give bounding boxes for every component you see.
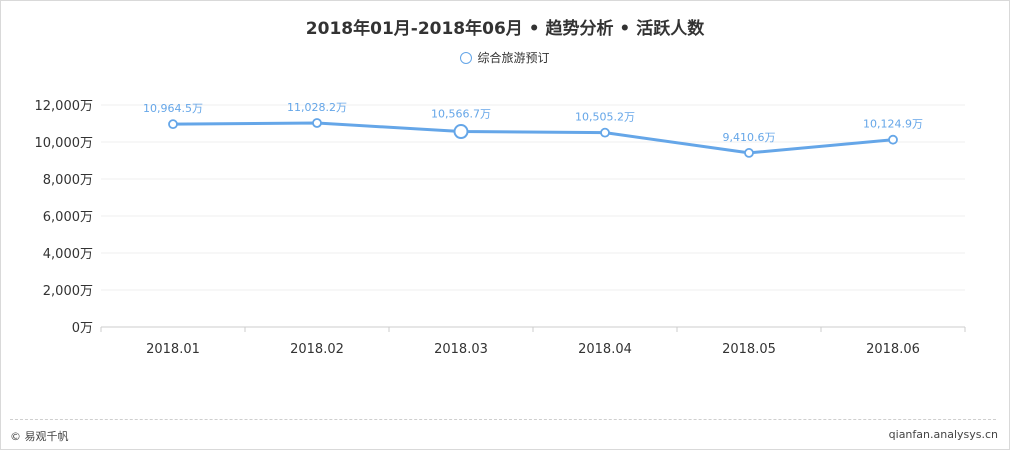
x-tick-label: 2018.04	[578, 342, 632, 357]
data-point	[168, 119, 178, 130]
chart-title: 2018年01月-2018年06月 • 趋势分析 • 活跃人数	[305, 19, 705, 39]
legend[interactable]: 综合旅游预订	[0, 49, 1010, 66]
data-label: 10,124.9万	[863, 118, 923, 131]
y-tick-label: 2,000万	[43, 284, 93, 299]
data-point	[888, 134, 898, 145]
x-tick-label: 2018.03	[434, 342, 488, 357]
data-point	[744, 148, 754, 158]
series-line	[172, 121, 894, 155]
x-tick-label: 2018.06	[866, 342, 920, 357]
y-tick-label: 10,000万	[35, 136, 94, 151]
data-point	[312, 118, 322, 128]
footer-brand: © 易观千帆	[10, 430, 69, 443]
hollow-circle-icon	[460, 51, 473, 64]
data-point	[453, 124, 469, 140]
footer-divider	[10, 419, 996, 420]
y-tick-label: 12,000万	[35, 99, 94, 114]
y-tick-label: 8,000万	[43, 173, 93, 188]
data-label: 10,964.5万	[143, 102, 203, 115]
data-point	[600, 127, 610, 138]
y-tick-label: 0万	[72, 321, 93, 336]
data-label: 10,505.2万	[575, 111, 635, 124]
x-tick-label: 2018.05	[722, 342, 776, 357]
y-tick-label: 6,000万	[43, 210, 93, 225]
y-tick-label: 4,000万	[43, 247, 93, 262]
x-tick-label: 2018.02	[290, 342, 344, 357]
data-label: 10,566.7万	[431, 108, 491, 121]
data-label: 9,410.6万	[723, 131, 776, 144]
x-tick-label: 2018.01	[146, 342, 200, 357]
data-label: 11,028.2万	[287, 101, 347, 114]
footer-url: qianfan.analysys.cn	[888, 428, 998, 441]
legend-label: 综合旅游预订	[477, 51, 550, 65]
